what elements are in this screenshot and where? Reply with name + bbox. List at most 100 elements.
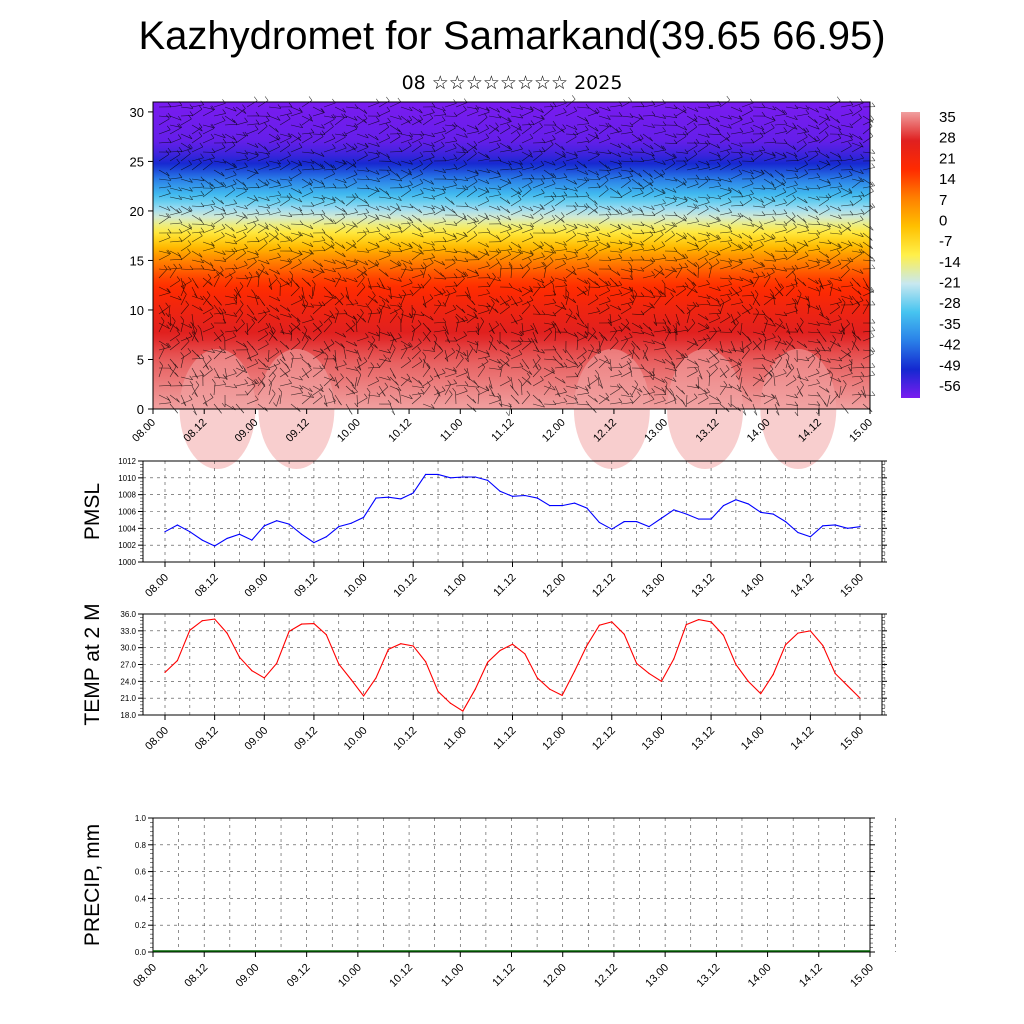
wind-barb [664, 383, 668, 396]
chart-subtitle: 08 ☆☆☆☆☆☆☆☆ 2025 [401, 72, 623, 94]
wind-barb [213, 103, 226, 108]
wind-barb [510, 223, 523, 229]
wind-barb [235, 277, 248, 280]
wind-barb-flag [738, 387, 742, 393]
wind-barb [829, 247, 842, 252]
wind-barb-flag [386, 169, 391, 175]
wind-barb-flag [849, 300, 854, 306]
wind-barb [367, 311, 373, 324]
wind-barb-flag [176, 158, 180, 164]
wind-barb [785, 302, 798, 306]
wind-barb-flag [265, 231, 269, 237]
wind-barb-flag [585, 137, 590, 142]
wind-barb-flag [417, 283, 422, 289]
wind-barb-flag [528, 122, 532, 127]
wind-barb-flag [672, 324, 677, 330]
wind-barb-flag [561, 128, 565, 133]
wind-barb [532, 106, 544, 113]
wind-barb-flag [288, 330, 293, 335]
wind-barb [697, 180, 709, 189]
wind-barb-flag [354, 258, 358, 263]
wind-barb-flag [782, 324, 786, 330]
wind-barb-flag [618, 280, 623, 286]
wind-barb-flag [518, 224, 523, 229]
wind-barb [686, 304, 699, 307]
wind-barb [752, 331, 765, 336]
wind-barb [290, 223, 304, 225]
temp-2m-point [313, 622, 315, 625]
wind-barb-flag [221, 143, 226, 148]
wind-barb [202, 326, 215, 333]
wind-barb [609, 227, 622, 234]
wind-barb-flag [506, 123, 511, 128]
wind-barb [609, 142, 622, 149]
wind-barb [246, 186, 259, 189]
wind-barb [620, 402, 633, 405]
wind-barb-flag [869, 181, 874, 186]
wind-barb [510, 343, 522, 351]
wind-barb [851, 178, 864, 183]
wind-barb [598, 180, 609, 189]
wind-barb-flag [761, 203, 766, 208]
wind-barb-flag [222, 348, 226, 354]
wind-barb [301, 213, 314, 216]
wind-barb [807, 154, 819, 162]
wind-barb-flag [792, 145, 797, 150]
wind-barb [433, 137, 446, 144]
wind-barb-flag [713, 327, 717, 332]
wind-barb-flag [343, 113, 348, 118]
wind-barb-flag [308, 335, 312, 340]
wind-barb [565, 223, 578, 229]
wind-barb [323, 295, 336, 299]
temp-2m-point [487, 661, 489, 663]
wind-barb-flag [222, 158, 227, 164]
wind-barb [532, 119, 544, 126]
wind-barb-flag [233, 208, 237, 213]
wind-barb-flag [495, 249, 500, 254]
wind-barb [290, 322, 301, 331]
wind-barb-flag [354, 277, 358, 283]
wind-barb [180, 304, 189, 315]
wind-barb [202, 349, 215, 354]
wind-barb-flag [309, 187, 314, 193]
wind-barb-flag [497, 136, 501, 141]
wind-barb [631, 266, 633, 279]
wind-barb-flag [574, 192, 579, 197]
wind-barb-flag [409, 218, 414, 223]
colorbar-label: -28 [939, 295, 961, 312]
wind-barb [356, 217, 368, 225]
wind-barb-flag [254, 125, 259, 130]
wind-barb-flag [431, 226, 436, 232]
wind-barb [807, 196, 820, 201]
wind-barb [400, 106, 413, 112]
wind-barb-flag [467, 294, 471, 299]
wind-barb [367, 263, 380, 270]
wind-barb [312, 385, 324, 393]
wind-barb-flag [431, 204, 435, 210]
wind-barb [851, 395, 862, 405]
wind-barb [246, 353, 259, 360]
wind-barb [455, 320, 459, 333]
wind-barb [224, 133, 236, 141]
wind-barb [400, 222, 413, 225]
wind-barb [422, 162, 433, 171]
wind-barb-flag [266, 209, 271, 214]
wind-barb [180, 244, 192, 252]
wind-barb-flag [736, 384, 741, 390]
wind-barb [466, 174, 479, 180]
wind-barb-flag [649, 173, 653, 178]
wind-barb-flag [453, 164, 458, 169]
wind-barb-flag [706, 358, 710, 363]
colorbar-label: -42 [939, 337, 961, 354]
wind-barb [422, 349, 435, 352]
wind-barb [532, 265, 545, 270]
wind-barb-flag [704, 257, 708, 263]
wind-barb-flag [418, 217, 422, 223]
wind-barb-flag [683, 232, 687, 237]
wind-barb-flag [857, 392, 862, 397]
wind-barb [235, 293, 238, 306]
wind-barb [257, 223, 269, 230]
wind-barb [400, 214, 412, 222]
x-tick-label: 14.00 [739, 725, 767, 753]
wind-barb [378, 151, 390, 158]
